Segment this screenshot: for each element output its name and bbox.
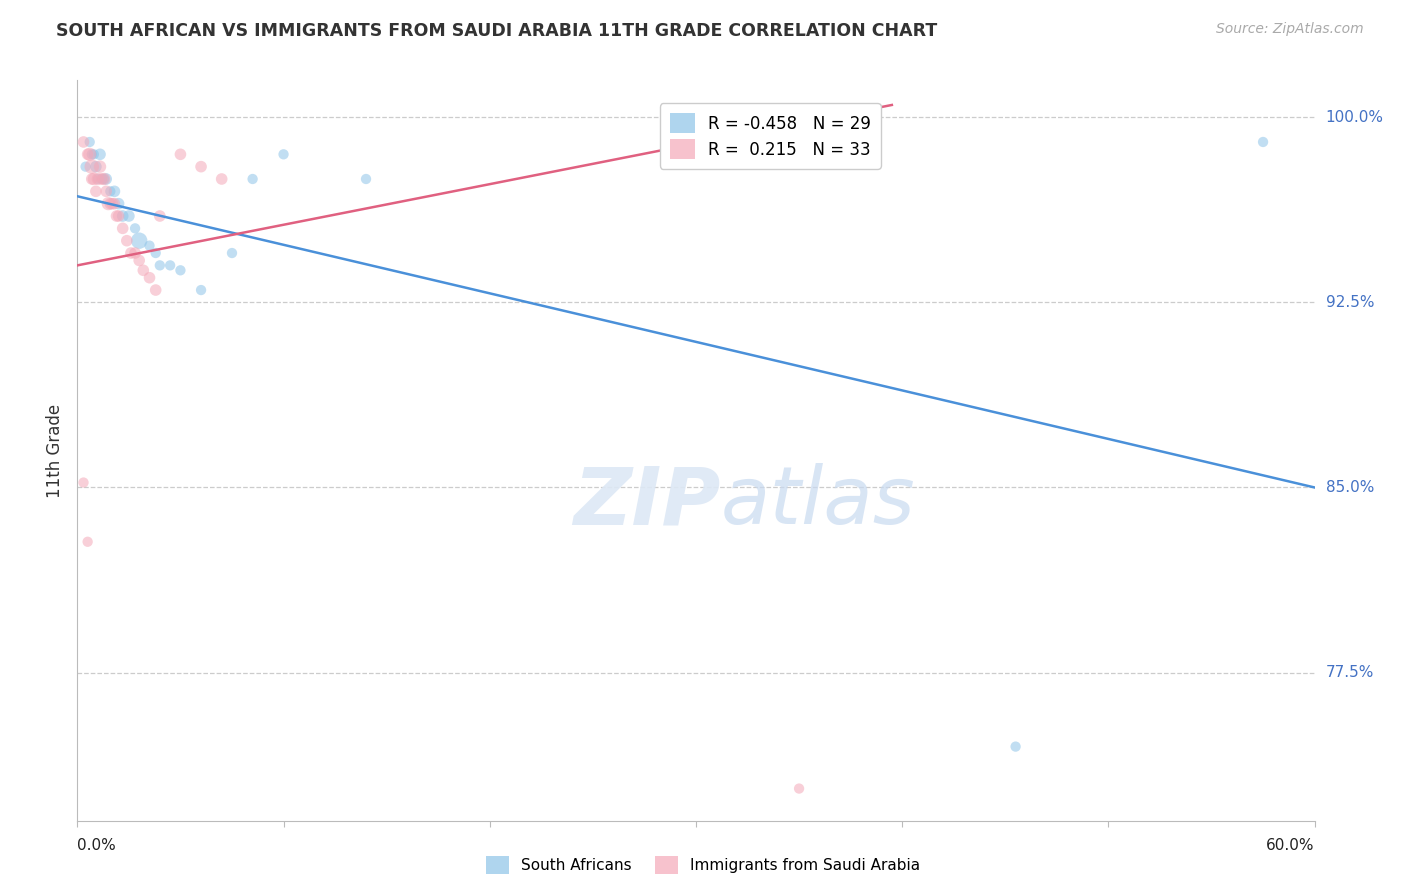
Point [89,160,111,174]
Point [93,172,115,186]
Point [169,263,191,277]
Point [159,259,181,273]
Point [72,135,94,149]
Point [103,185,125,199]
Point [132,263,155,277]
Point [111,209,134,223]
Point [111,221,134,235]
Text: 85.0%: 85.0% [1326,480,1374,495]
Point [105,209,128,223]
Point [76,534,98,549]
Point [84,185,107,199]
Y-axis label: 11th Grade: 11th Grade [46,403,65,498]
Point [75,160,97,174]
Text: atlas: atlas [721,463,915,541]
Point [124,246,146,260]
Point [128,253,150,268]
Point [107,196,129,211]
Point [138,270,160,285]
Point [79,147,101,161]
Text: 100.0%: 100.0% [1326,110,1384,125]
Point [98,196,121,211]
Point [273,147,295,161]
Point [190,160,212,174]
Text: 0.0%: 0.0% [77,838,117,853]
Point [87,172,110,186]
Point [118,209,141,223]
Point [149,209,172,223]
Point [91,172,114,186]
Point [1251,135,1274,149]
Point [120,246,142,260]
Point [96,185,118,199]
Text: ZIP: ZIP [574,463,721,541]
Text: Source: ZipAtlas.com: Source: ZipAtlas.com [1216,22,1364,37]
Point [169,147,191,161]
Point [787,781,810,796]
Point [97,196,120,211]
Point [103,196,125,211]
Point [211,172,233,186]
Point [354,172,377,186]
Point [79,135,101,149]
Point [107,209,129,223]
Point [190,283,212,297]
Point [80,160,103,174]
Point [221,246,243,260]
Text: 77.5%: 77.5% [1326,665,1374,680]
Point [83,147,105,161]
Point [83,172,105,186]
Legend: R = -0.458   N = 29, R =  0.215   N = 33: R = -0.458 N = 29, R = 0.215 N = 33 [659,103,880,169]
Point [124,221,146,235]
Point [72,475,94,490]
Point [93,172,115,186]
Point [80,172,103,186]
Point [145,246,167,260]
Point [87,172,110,186]
Point [242,172,264,186]
Legend: South Africans, Immigrants from Saudi Arabia: South Africans, Immigrants from Saudi Ar… [479,850,927,880]
Text: 60.0%: 60.0% [1267,838,1315,853]
Point [96,172,118,186]
Text: SOUTH AFRICAN VS IMMIGRANTS FROM SAUDI ARABIA 11TH GRADE CORRELATION CHART: SOUTH AFRICAN VS IMMIGRANTS FROM SAUDI A… [56,22,938,40]
Point [115,234,138,248]
Point [149,259,172,273]
Point [128,234,150,248]
Text: 92.5%: 92.5% [1326,295,1374,310]
Point [76,147,98,161]
Point [84,160,107,174]
Point [89,147,111,161]
Point [98,185,121,199]
Point [1004,739,1026,754]
Point [138,238,160,252]
Point [80,147,103,161]
Point [91,172,114,186]
Point [101,196,124,211]
Point [145,283,167,297]
